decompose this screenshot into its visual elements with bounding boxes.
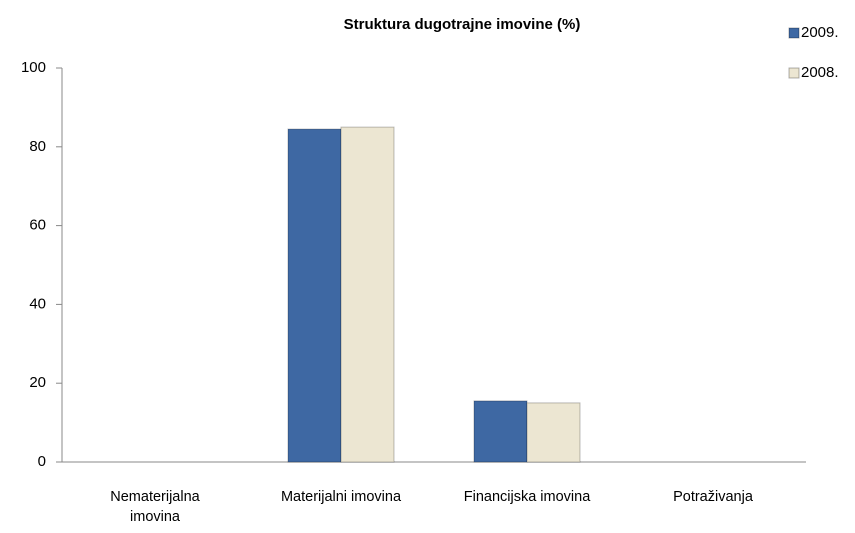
y-tick-label: 20 — [29, 374, 46, 391]
x-tick-label: Financijska imovina — [463, 489, 591, 505]
x-tick-label: Materijalni imovina — [280, 489, 402, 505]
x-tick-label: Nematerijalna imovina — [110, 489, 200, 525]
chart-title: Struktura dugotrajne imovine (%) — [344, 16, 581, 33]
legend-label: 2009. — [801, 24, 839, 41]
y-tick-label: 0 — [38, 453, 46, 470]
y-tick-label: 80 — [29, 138, 46, 155]
y-tick-label: 60 — [29, 217, 46, 234]
bar — [287, 128, 342, 463]
legend-swatch — [788, 67, 800, 79]
bar — [473, 400, 528, 463]
y-tick-label: 100 — [21, 59, 46, 76]
legend-swatch — [788, 27, 800, 39]
bar — [526, 402, 581, 463]
legend-label: 2008. — [801, 64, 839, 81]
x-tick-label: Potraživanja — [673, 489, 753, 505]
bar — [340, 126, 395, 463]
y-tick-label: 40 — [29, 295, 46, 312]
